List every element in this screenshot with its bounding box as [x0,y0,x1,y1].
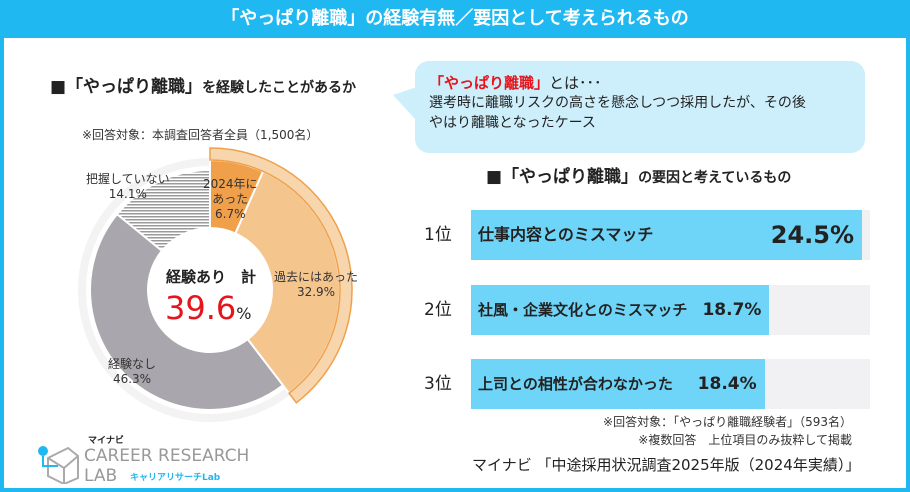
definition-line2: やはり離職となったケース [429,115,596,131]
donut-slice-3 [115,168,211,253]
definition-term: 「やっぱり離職」 [429,74,550,92]
slice-value: 6.7% [215,207,246,221]
bar-value: 18.7% [702,300,762,320]
center-unit: % [236,304,252,323]
left-note: ※回答対象：本調査回答者全員（1,500名） [82,128,319,142]
slice-label-1: 過去にはあった 32.9% [274,270,358,300]
slice-value: 14.1% [108,187,147,201]
logo-brand: マイナビ [88,436,124,446]
slice-label-2: 経験なし 46.3% [108,357,156,387]
donut-chart [78,147,353,422]
slice-value: 46.3% [112,372,152,386]
center-label: 経験あり 計 [166,268,257,286]
bar-3 [471,359,765,409]
logo-name: CAREER RESEARCH [84,446,250,466]
rank-label: 3位 [424,374,452,394]
slice-label-text: あった [212,192,249,206]
donut-slice-2 [89,212,285,411]
heading-term: ■「やっぱり離職」 [486,167,639,187]
left-heading: ■「やっぱり離職」を経験したことがあるか [50,76,356,99]
slice-label-text: 過去にはあった [274,270,359,284]
heading-suffix: の要因と考えているもの [638,170,792,186]
slice-value: 32.9% [296,285,336,299]
right-note-2: ※複数回答 上位項目のみ抜粋して掲載 [638,433,852,447]
definition-suffix: とは･･･ [549,74,602,92]
logo-icon [38,446,79,484]
bar-label: 社風・企業文化とのミスマッチ [478,301,688,319]
slice-label-text: 把握していない [86,172,170,186]
slice-label-3: 把握していない 14.1% [86,172,170,202]
heading-suffix: を経験したことがあるか [202,80,357,96]
slice-label-text: 2024年に [203,177,258,191]
heading-term: ■「やっぱり離職」 [50,77,203,97]
page-title: 「やっぱり離職」の経験有無／要因として考えられるもの [0,0,910,38]
definition-bubble: 「やっぱり離職」とは･･･ 選考時に離職リスクの高さを懸念しつつ採用したが、その… [393,61,865,153]
logo: マイナビ CAREER RESEARCH LAB キャリアリサーチLab [34,436,254,488]
source: マイナビ 「中途採用状況調査2025年版（2024年実績）」 [472,456,861,474]
definition-line1: 選考時に離職リスクの高さを懸念しつつ採用したが、その後 [429,95,806,111]
bar-2 [471,285,770,335]
bar-value: 18.4% [697,374,757,394]
center-number: 39.6 [165,289,237,327]
logo-sub: キャリアリサーチLab [130,473,221,483]
rank-label: 1位 [424,225,452,245]
logo-lab: LAB [84,466,118,486]
experienced-outer-ring [209,147,353,404]
right-heading: ■「やっぱり離職」の要因と考えているもの [486,166,791,189]
rank-label: 2位 [424,300,452,320]
center-value: 39.6% [165,290,251,326]
slice-label-text: 経験なし [108,357,157,371]
bar-value: 24.5% [770,220,855,249]
bar-1 [471,210,863,260]
slice-label-0: 2024年に あった 6.7% [203,177,258,222]
bar-label: 上司との相性が合わなかった [478,375,673,393]
bar-label: 仕事内容とのミスマッチ [478,225,654,244]
right-note-1: ※回答対象：「やっぱり離職経験者」（593名） [603,415,852,429]
